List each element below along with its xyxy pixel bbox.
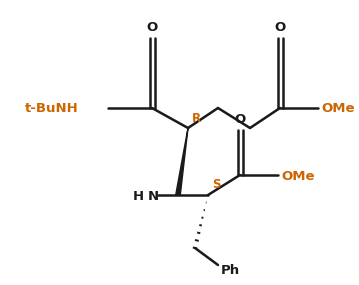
Text: t-BuNH: t-BuNH	[25, 103, 79, 115]
Text: H: H	[132, 190, 144, 203]
Text: O: O	[234, 113, 246, 126]
Text: S: S	[212, 178, 220, 192]
Text: O: O	[146, 21, 158, 34]
Text: N: N	[148, 190, 159, 203]
Text: R: R	[192, 111, 201, 125]
Text: Ph: Ph	[221, 264, 240, 276]
Polygon shape	[176, 128, 188, 195]
Text: OMe: OMe	[281, 170, 314, 182]
Text: O: O	[274, 21, 286, 34]
Text: OMe: OMe	[321, 103, 354, 115]
